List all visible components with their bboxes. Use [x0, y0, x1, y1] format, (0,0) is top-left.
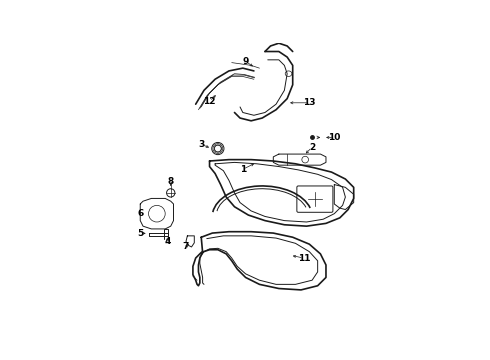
Text: 11: 11	[297, 253, 310, 262]
Text: 13: 13	[303, 98, 316, 107]
Text: 9: 9	[243, 57, 249, 66]
Text: 10: 10	[328, 133, 341, 142]
Text: 3: 3	[198, 140, 204, 149]
Text: 1: 1	[240, 165, 246, 174]
Text: 6: 6	[137, 209, 144, 218]
Text: 7: 7	[183, 242, 189, 251]
Text: 2: 2	[309, 143, 315, 152]
Text: 5: 5	[137, 229, 144, 238]
Text: 4: 4	[165, 237, 171, 246]
Text: 12: 12	[203, 97, 216, 106]
Text: 8: 8	[168, 177, 174, 186]
